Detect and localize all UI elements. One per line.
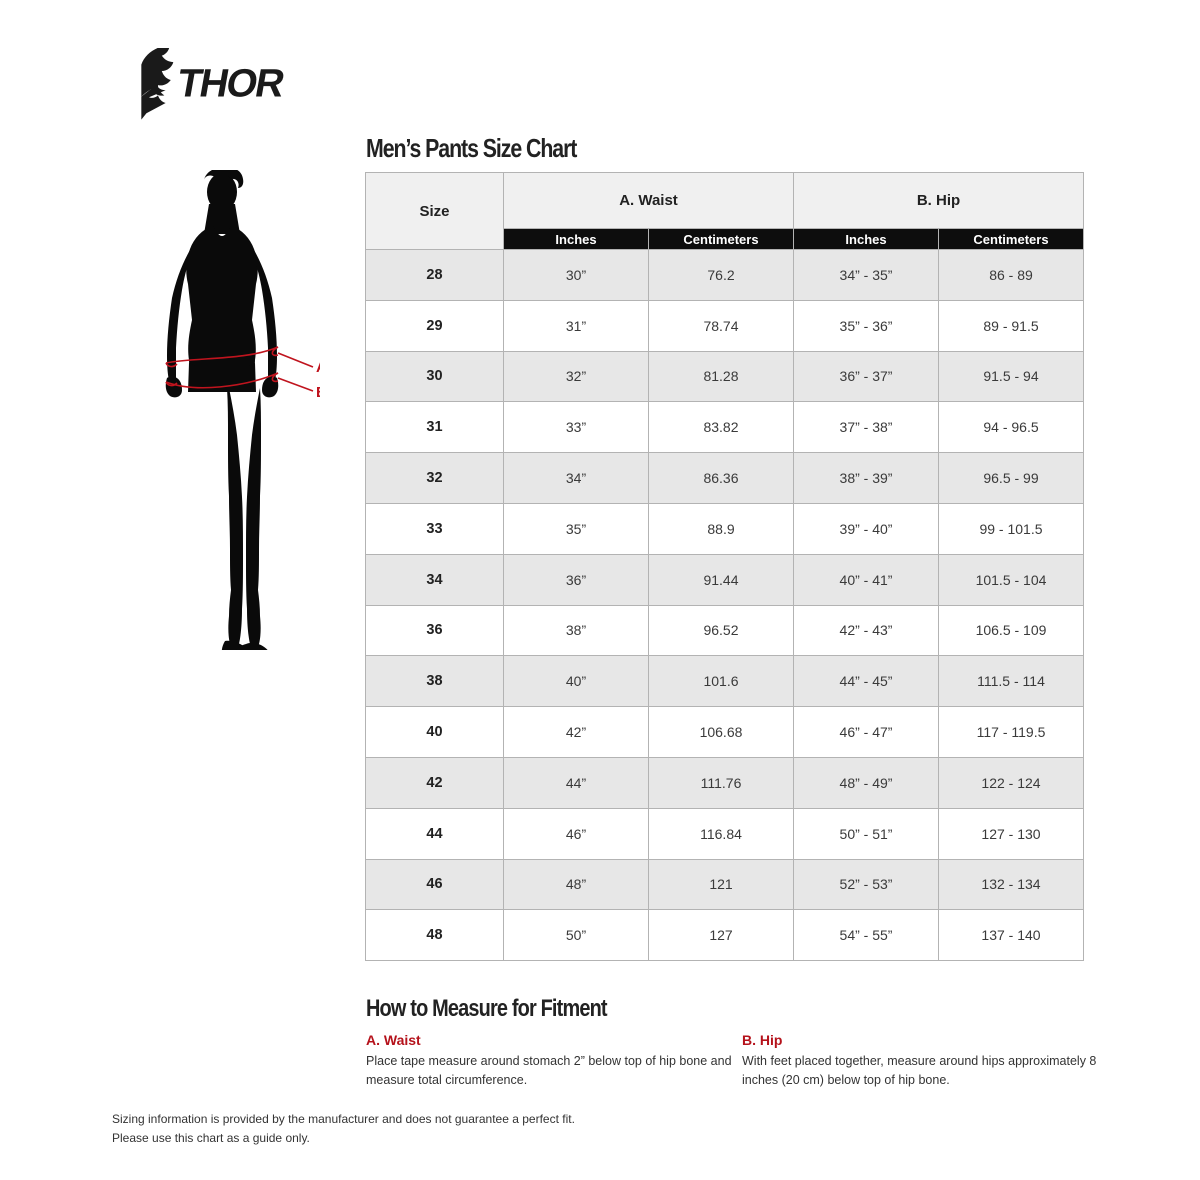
svg-text:B: B [316,384,320,401]
svg-text:THOR: THOR [174,62,288,106]
svg-text:A: A [316,359,320,376]
